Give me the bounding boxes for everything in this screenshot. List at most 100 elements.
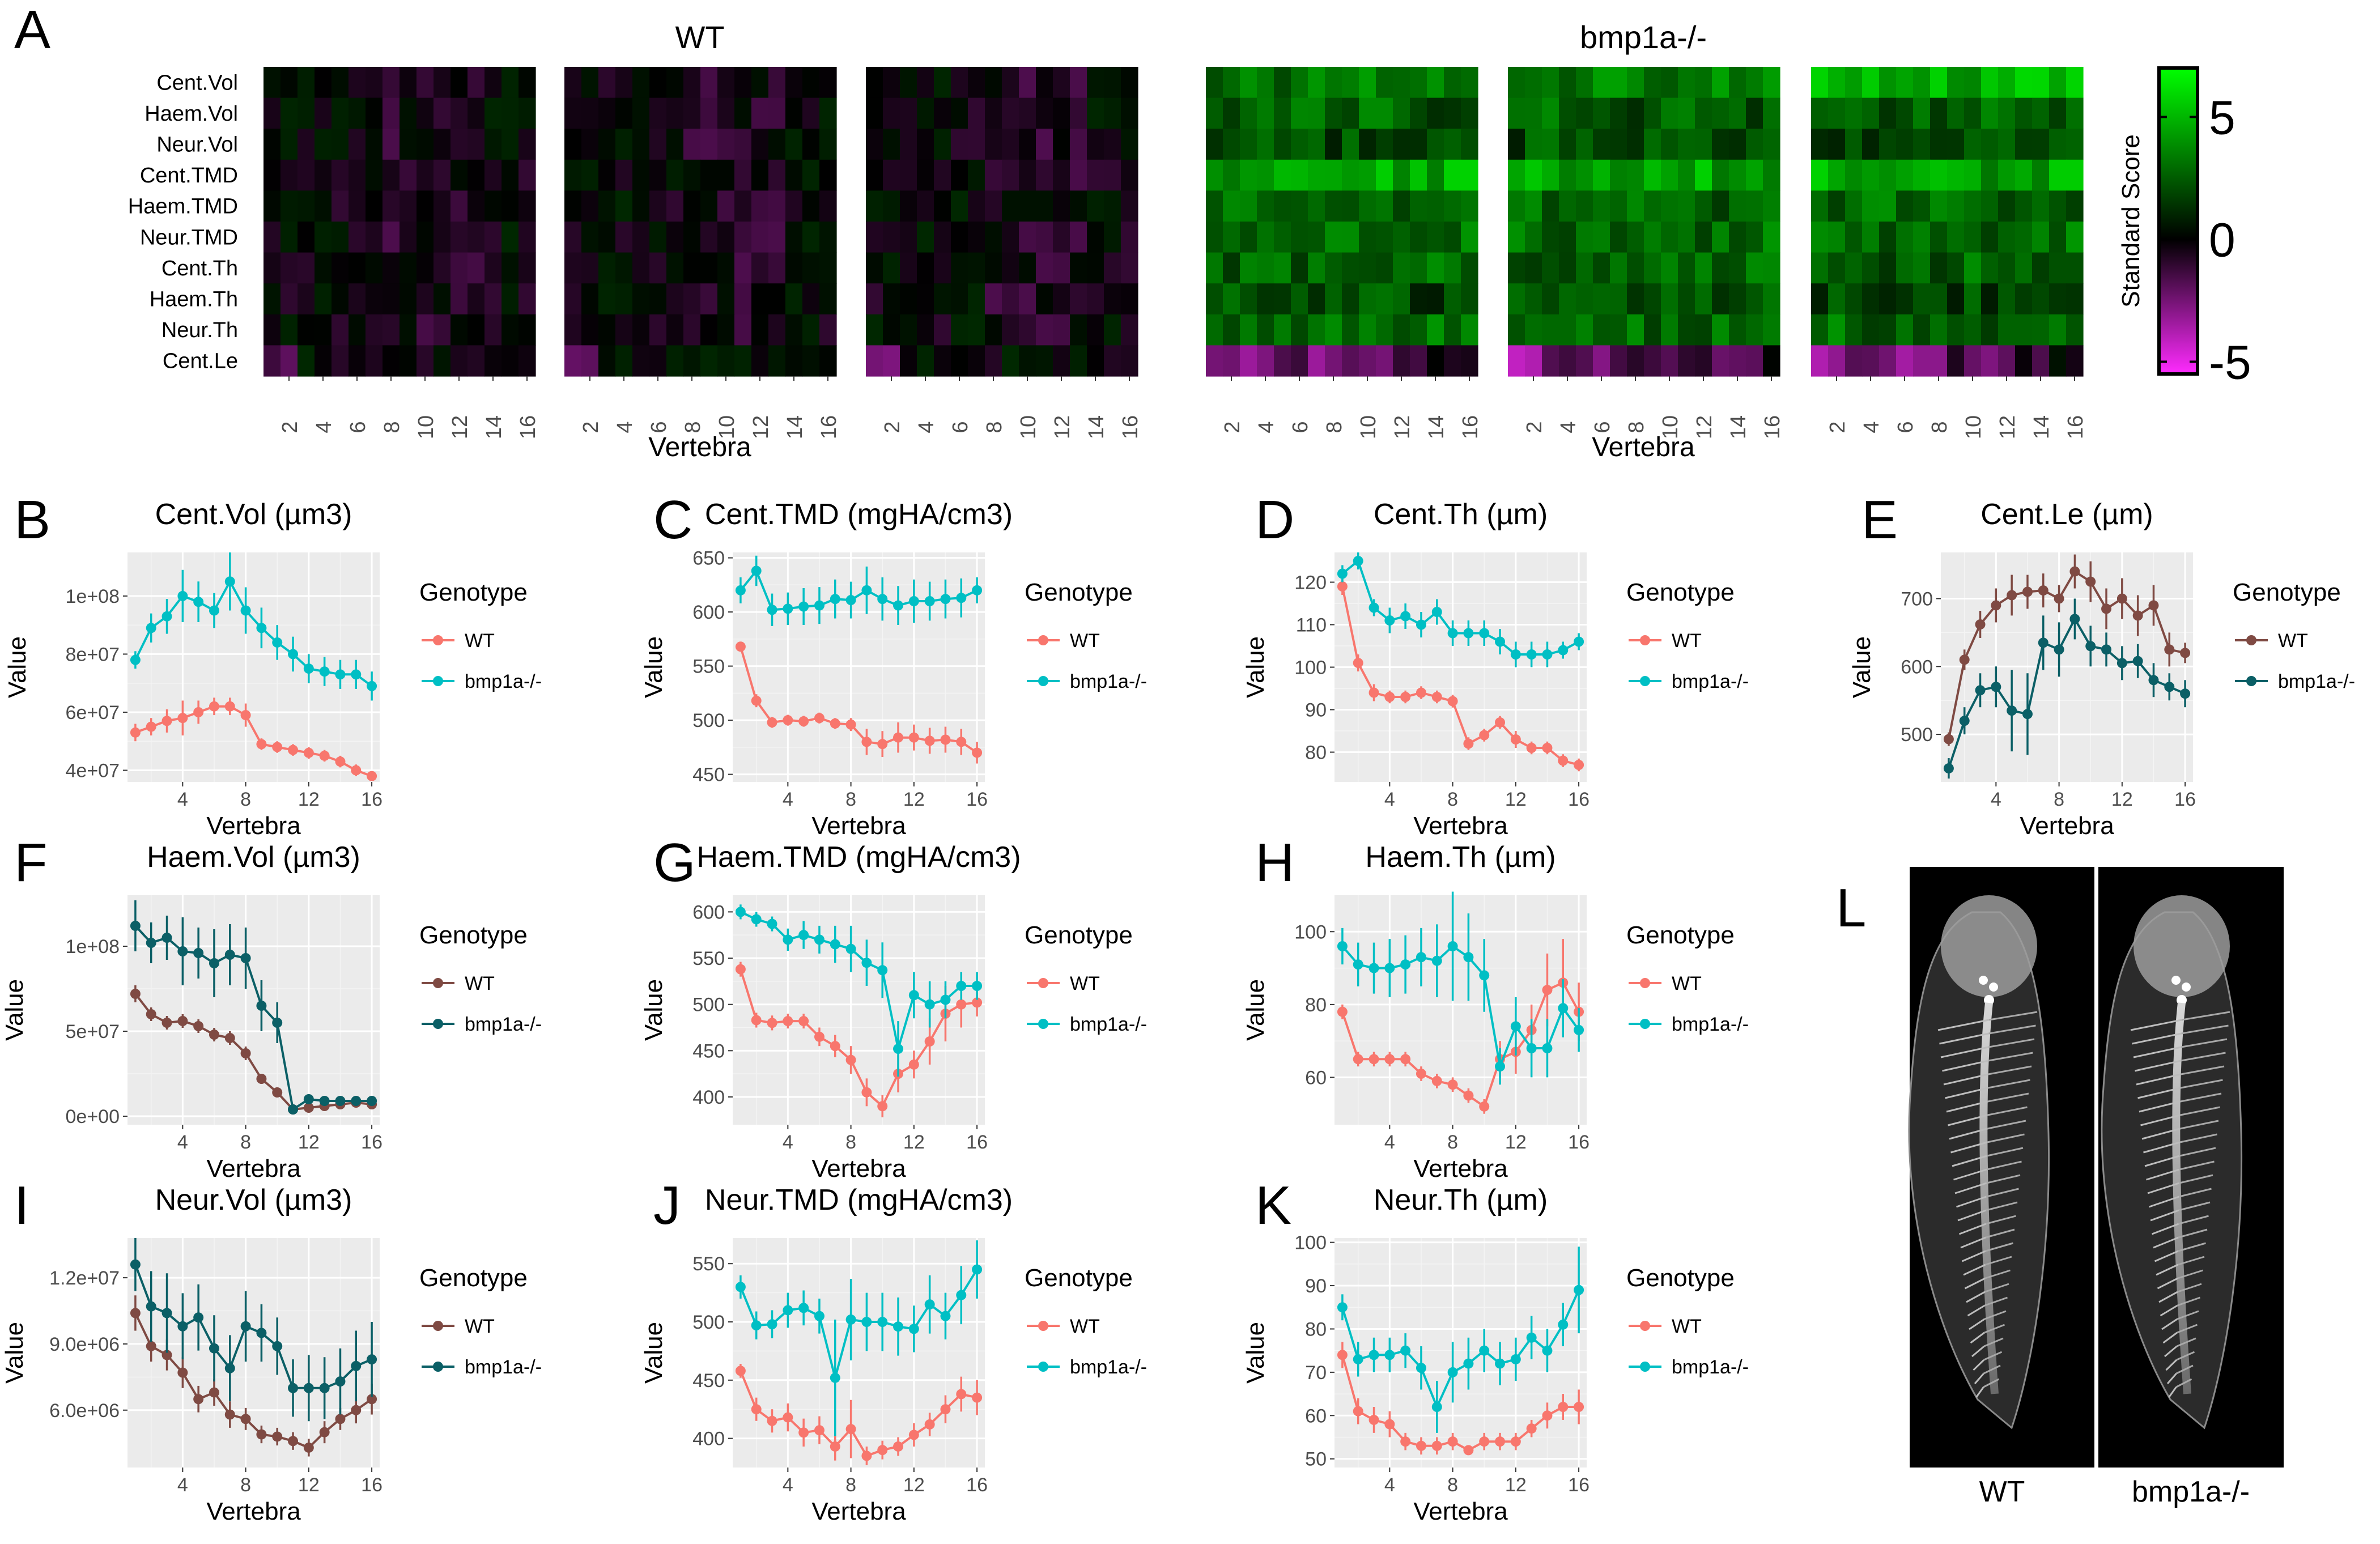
y-axis-label: Value [640, 979, 668, 1041]
heatmap-cell [314, 252, 332, 284]
data-point [877, 1445, 888, 1456]
data-point [877, 1101, 888, 1112]
heatmap-cell [434, 67, 451, 99]
data-point [2054, 593, 2064, 604]
heatmap-cell [518, 159, 536, 191]
heatmap-cell [1811, 314, 1829, 346]
heatmap-cell [1019, 252, 1036, 284]
heatmap-cell [1019, 345, 1036, 377]
data-point [1368, 963, 1379, 973]
x-tick-label: 4 [783, 1474, 793, 1496]
heatmap-cell [883, 222, 900, 253]
data-point [1495, 717, 1506, 728]
heatmap-cell [768, 283, 786, 315]
heatmap-cell [768, 159, 786, 191]
heatmap-cell [615, 252, 633, 284]
panel-letter: A [14, 0, 50, 60]
heatmap-cell [666, 97, 684, 129]
heatmap-legend-tick-label: 0 [2209, 213, 2236, 266]
heatmap-cell [1593, 190, 1610, 222]
heatmap-cell [1342, 159, 1359, 191]
heatmap-cell [450, 222, 468, 253]
heatmap-cell [1627, 190, 1644, 222]
heatmap-cell [1206, 190, 1223, 222]
heatmap-cell [314, 222, 332, 253]
data-point [2180, 648, 2191, 658]
heatmap-cell [416, 129, 434, 160]
heatmap-cell [2015, 345, 2033, 377]
data-point [814, 600, 824, 611]
data-point [1542, 1043, 1553, 1053]
heatmap-cell [1410, 283, 1427, 315]
heatmap-cell [1879, 222, 1897, 253]
data-point [1447, 1079, 1458, 1090]
heatmap-cell [615, 283, 633, 315]
heatmap-cell [2066, 314, 2084, 346]
heatmap-cell [1896, 345, 1914, 377]
data-point [1431, 955, 1442, 966]
rib [1958, 1223, 1987, 1235]
rib [1987, 1079, 2030, 1089]
heatmap-cell [700, 129, 718, 160]
x-tick-label: 12 [298, 1132, 320, 1153]
rib [1987, 1133, 2025, 1143]
heatmap-cell [1104, 67, 1121, 99]
rib [1975, 1386, 1984, 1398]
heatmap-x-tick-label: 8 [380, 421, 404, 433]
heatmap-cell [900, 314, 917, 346]
heatmap-cell [1308, 314, 1325, 346]
data-point [940, 1311, 951, 1321]
heatmap-x-tick-label: 12 [1391, 415, 1414, 439]
heatmap-cell [1053, 67, 1070, 99]
heatmap-cell [917, 159, 934, 191]
heatmap-cell [1576, 129, 1593, 160]
heatmap-cell [1393, 129, 1410, 160]
heatmap-cell [866, 283, 883, 315]
legend-title: Genotype [1025, 1264, 1133, 1292]
heatmap-cell [700, 345, 718, 377]
heatmap-cell [348, 314, 366, 346]
data-point [767, 918, 777, 929]
heatmap-cell [1746, 97, 1763, 129]
heatmap-cell [2015, 159, 2033, 191]
series-line [1341, 981, 1580, 1109]
heatmap-cell [866, 67, 883, 99]
rib [1986, 1188, 2019, 1198]
heatmap-x-tick-label: 16 [1459, 415, 1482, 439]
heatmap-cell [1913, 222, 1931, 253]
data-point [845, 1314, 856, 1325]
plot-background [128, 552, 380, 782]
rib [1983, 1364, 2001, 1375]
heatmap-cell [280, 67, 298, 99]
data-point [1353, 658, 1363, 668]
heatmap-cell [1070, 283, 1087, 315]
heatmap-cell [1661, 67, 1678, 99]
heatmap-row-label: Cent.Vol [156, 71, 238, 95]
rib [1984, 1324, 2005, 1334]
heatmap-cell [951, 190, 968, 222]
rib [1952, 1155, 1987, 1167]
legend-key-point [1038, 978, 1048, 988]
data-point [940, 994, 951, 1005]
heatmap-cell [1542, 252, 1559, 284]
heatmap-cell [1763, 190, 1780, 222]
panel-letter: B [14, 490, 50, 550]
heatmap-cell [314, 97, 332, 129]
data-point [2116, 658, 2127, 669]
legend-key-point [1038, 676, 1048, 686]
heatmap-cell [1729, 252, 1746, 284]
panel-letter: F [14, 832, 48, 893]
data-point [240, 953, 251, 963]
heatmap-cell [1845, 190, 1863, 222]
heatmap-cell [1896, 314, 1914, 346]
data-point [956, 981, 967, 992]
legend-label: WT [1672, 630, 1702, 652]
heatmap-cell [1947, 159, 1965, 191]
series-line [740, 911, 978, 1049]
heatmap-cell [2049, 67, 2067, 99]
heatmap-cell [734, 314, 752, 346]
heatmap-cell [2066, 283, 2084, 315]
x-tick-label: 8 [1447, 1474, 1458, 1496]
heatmap-cell [751, 222, 769, 253]
heatmap-cell [1879, 314, 1897, 346]
